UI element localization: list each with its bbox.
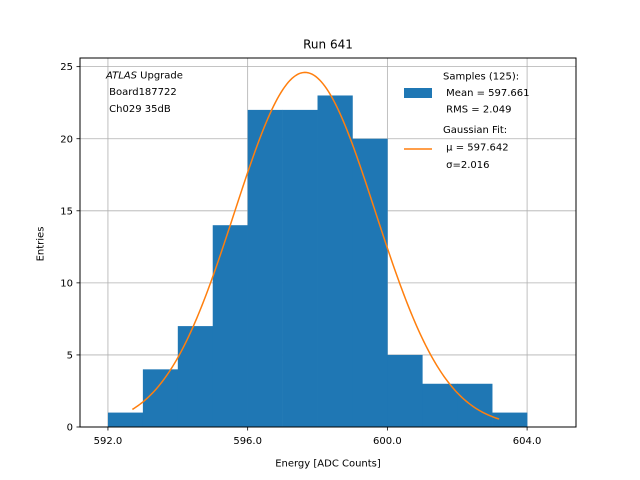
x-tick-label-3: 604.0: [513, 436, 542, 447]
upgrade-label: Upgrade: [137, 71, 183, 82]
chart-title: Run 641: [303, 38, 353, 52]
x-axis-label: Energy [ADC Counts]: [275, 459, 381, 470]
histogram-bar-7: [352, 138, 388, 427]
y-tick-label-1: 5: [67, 351, 73, 362]
y-tick-label-3: 15: [60, 206, 73, 217]
histogram-bar-11: [492, 412, 528, 427]
plot-frame: [79, 57, 577, 428]
histogram-bar-6: [317, 95, 353, 427]
y-tick-label-0: 0: [67, 423, 73, 434]
x-tick-label-0: 592.0: [94, 436, 123, 447]
histogram-bar-2: [177, 326, 214, 427]
y-axis-ticks: 0 5 10 15 20 25: [60, 62, 80, 434]
x-tick-label-1: 596.0: [233, 436, 262, 447]
gaussian-fit: [131, 71, 500, 420]
x-axis-ticks: 592.0 596.0 600.0 604.0: [94, 427, 542, 447]
histogram-bar-8: [387, 354, 423, 427]
legend-fit-sigma: σ=2.016: [443, 160, 490, 171]
legend-samples-title: Samples (125):: [443, 72, 519, 83]
histogram-bar-4: [247, 109, 283, 427]
gaussian-fit-line: [131, 71, 500, 420]
legend: Samples (125): Mean = 597.661 RMS = 2.04…: [404, 72, 530, 171]
x-tick-label-2: 600.0: [373, 436, 402, 447]
y-tick-label-4: 20: [60, 134, 73, 145]
annotation-line-2: Board187722: [106, 87, 177, 98]
atlas-label: ATLAS: [105, 71, 138, 82]
y-tick-label-2: 10: [60, 278, 73, 289]
y-axis-label: Entries: [36, 227, 47, 262]
histogram-bar-9: [422, 383, 458, 427]
legend-swatch-samples: [404, 88, 432, 98]
histogram-bar-3: [212, 225, 248, 427]
legend-fit-title: Gaussian Fit:: [443, 125, 507, 136]
histogram-bar-10: [457, 383, 493, 427]
legend-fit-mu: μ = 597.642: [443, 143, 509, 154]
legend-samples-mean: Mean = 597.661: [443, 88, 530, 99]
histogram-bar-1: [142, 369, 179, 427]
legend-samples-rms: RMS = 2.049: [443, 105, 511, 116]
histogram-bars: [107, 95, 528, 427]
y-tick-label-5: 25: [60, 62, 73, 73]
board-annotation: ATLAS Upgrade Ch029 35dB Board187722: [105, 71, 183, 116]
annotation-line-3: Ch029 35dB: [106, 104, 171, 115]
histogram-bar-0: [107, 412, 144, 427]
histogram-bar-5: [282, 109, 318, 427]
annotation-line-1: ATLAS Upgrade: [105, 71, 183, 82]
